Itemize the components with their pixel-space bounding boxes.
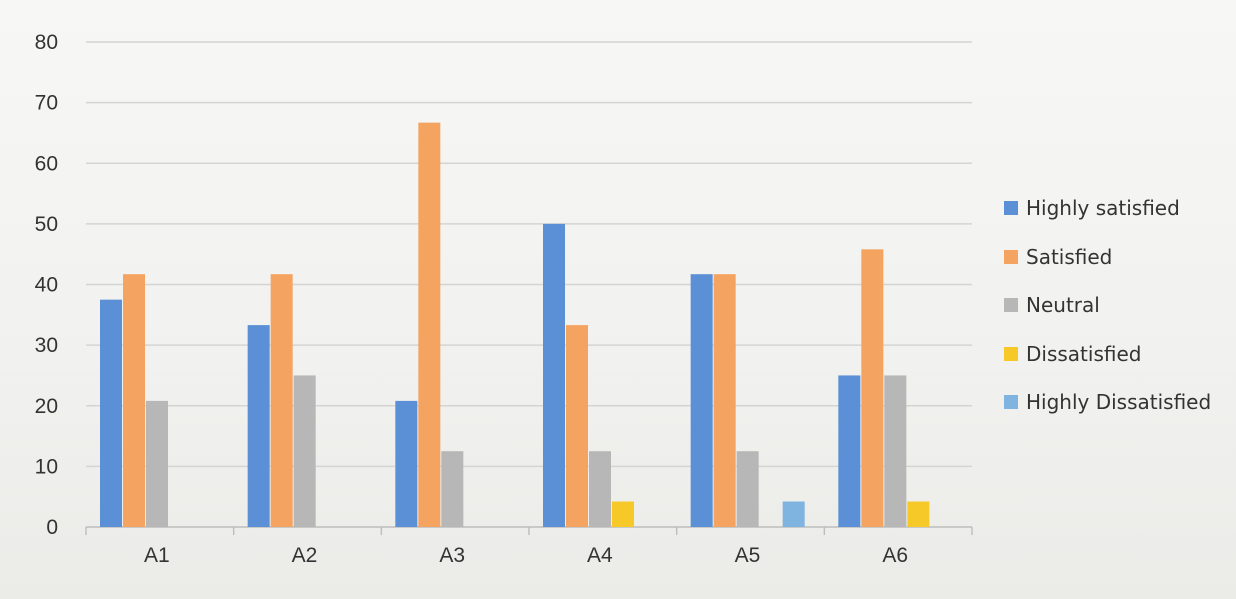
y-tick-label: 0	[46, 516, 58, 539]
legend-swatch	[1004, 249, 1018, 264]
bar	[690, 274, 713, 527]
gridlines	[86, 41, 972, 468]
legend-item-highly-dissatisfied: Highly Dissatisfied	[1004, 378, 1232, 427]
bar	[418, 122, 441, 527]
bar	[146, 400, 168, 527]
y-tick-label: 10	[35, 455, 58, 478]
legend-label: Highly Dissatisfied	[1026, 390, 1212, 415]
x-tick-label: A3	[439, 544, 465, 567]
bars	[100, 122, 930, 527]
x-tick-label: A4	[587, 544, 613, 567]
bar	[247, 325, 270, 527]
x-tick-label: A1	[144, 544, 170, 567]
legend-item-neutral: Neutral	[1004, 281, 1232, 330]
bar	[736, 451, 759, 527]
bar	[543, 223, 565, 527]
bar	[838, 375, 861, 527]
axes	[85, 526, 973, 535]
axis-labels: 0 10 20 30 40 50 60 70 80 A1 A2 A3 A4 A5 A6	[35, 31, 908, 567]
legend-item-satisfied: Satisfied	[1004, 233, 1232, 282]
bar	[566, 325, 588, 527]
x-tick-label: A6	[882, 544, 908, 567]
legend-swatch	[1004, 298, 1018, 313]
legend-swatch	[1004, 346, 1018, 361]
x-tick-label: A2	[292, 544, 318, 567]
legend-label: Neutral	[1026, 293, 1100, 318]
legend-item-highly-satisfied: Highly satisfied	[1004, 184, 1232, 233]
bar	[441, 451, 464, 527]
legend-item-dissatisfied: Dissatisfied	[1004, 330, 1232, 379]
y-tick-label: 60	[35, 152, 58, 175]
bar	[884, 375, 907, 527]
x-tick-label: A5	[735, 544, 761, 567]
legend-swatch	[1004, 395, 1018, 410]
bar	[907, 501, 930, 527]
bar	[100, 299, 122, 527]
bar	[589, 451, 611, 527]
y-tick-label: 80	[35, 31, 58, 54]
bar	[861, 249, 884, 527]
y-tick-label: 40	[35, 274, 58, 297]
y-tick-label: 70	[35, 92, 58, 115]
bar	[293, 375, 316, 527]
bar	[713, 274, 736, 527]
y-tick-label: 30	[35, 334, 58, 357]
bar	[270, 274, 293, 527]
bar	[123, 274, 145, 527]
bar	[612, 501, 634, 527]
y-tick-label: 20	[35, 395, 58, 418]
legend-label: Highly satisfied	[1026, 196, 1180, 221]
legend-label: Dissatisfied	[1026, 341, 1142, 366]
legend: Highly satisfied Satisfied Neutral Dissa…	[1004, 184, 1232, 427]
legend-swatch	[1004, 201, 1018, 216]
y-tick-label: 50	[35, 213, 58, 236]
bar	[782, 501, 805, 527]
bar	[395, 400, 418, 527]
legend-label: Satisfied	[1026, 244, 1113, 269]
